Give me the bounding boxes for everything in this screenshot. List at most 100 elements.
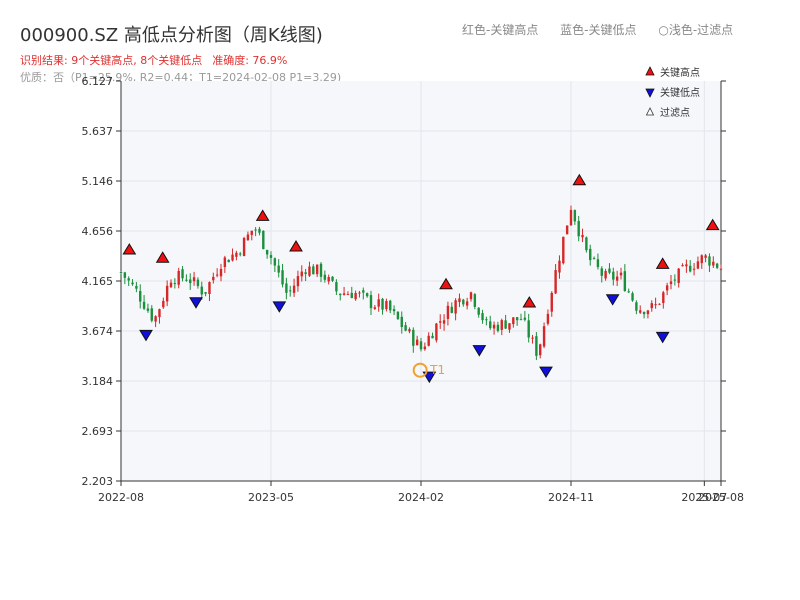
- candle-up: [292, 285, 296, 293]
- candle-down: [142, 301, 146, 309]
- candle-down: [689, 265, 692, 272]
- candle-down: [596, 259, 600, 268]
- candle-down: [400, 316, 403, 328]
- candle-up: [677, 268, 680, 283]
- candle-down: [573, 210, 577, 222]
- candle-down: [412, 329, 415, 346]
- key-high-marker: [705, 218, 720, 231]
- candle-up: [712, 261, 715, 266]
- candle-down: [173, 283, 177, 285]
- candle-up: [665, 285, 669, 291]
- candle-up: [342, 293, 346, 295]
- candle-down: [419, 341, 423, 350]
- candle-up: [558, 260, 561, 273]
- candle-down: [269, 255, 273, 258]
- y-tick-label: 3.674: [82, 325, 114, 338]
- candle-down: [462, 299, 465, 305]
- candle-up: [539, 344, 542, 356]
- candle-down: [527, 320, 530, 338]
- x-tick-label: 2025-08: [698, 491, 744, 504]
- x-tick-label: 2022-08: [98, 491, 144, 504]
- candle-up: [650, 303, 653, 309]
- key-high-marker: [522, 296, 537, 308]
- candle-down: [504, 320, 507, 329]
- candle-down: [304, 272, 307, 275]
- candle-up: [246, 234, 250, 241]
- candle-down: [150, 308, 153, 321]
- top-legend-red: 红色-关键高点: [462, 23, 539, 37]
- candle-down: [258, 228, 261, 233]
- x-tick-label: 2023-05: [248, 491, 294, 504]
- candle-up: [223, 257, 227, 268]
- candle-up: [427, 335, 430, 346]
- candle-up: [696, 261, 700, 269]
- y-tick-label: 2.203: [82, 475, 114, 488]
- candle-down: [135, 285, 138, 289]
- candle-down: [523, 317, 527, 320]
- candle-down: [204, 292, 207, 294]
- candle-down: [127, 278, 130, 281]
- candle-down: [181, 269, 184, 279]
- key-low-marker: [139, 329, 153, 342]
- candle-up: [562, 236, 565, 264]
- candle-up: [423, 346, 427, 350]
- candle-up: [154, 316, 157, 322]
- candle-down: [285, 283, 288, 293]
- candle-down: [708, 256, 711, 266]
- candle-up: [208, 282, 211, 294]
- candle-down: [277, 265, 280, 273]
- candle-down: [623, 271, 627, 292]
- candle-up: [231, 254, 234, 261]
- key-low-marker: [272, 301, 287, 313]
- candle-up: [662, 292, 665, 303]
- candle-up: [550, 292, 553, 312]
- candle-down: [281, 270, 284, 285]
- candle-down: [535, 336, 538, 356]
- candle-down: [131, 282, 134, 285]
- candle-down: [515, 317, 519, 321]
- candle-down: [200, 286, 203, 295]
- candle-up: [669, 281, 673, 285]
- candle-up: [358, 292, 361, 294]
- candle-up: [692, 268, 696, 270]
- candle-down: [389, 300, 392, 311]
- quality-text: 优质：否（P1=25.9%, R2=0.44；T1=2024-02-08 P1=…: [20, 71, 342, 84]
- candle-down: [485, 319, 488, 321]
- candle-down: [585, 237, 588, 251]
- candle-up: [531, 337, 534, 339]
- candle-up: [435, 323, 438, 341]
- candle-up: [685, 264, 688, 267]
- candle-down: [627, 291, 630, 293]
- candle-down: [600, 268, 603, 276]
- candle-down: [239, 253, 242, 255]
- candle-down: [477, 307, 480, 315]
- candle-down: [404, 325, 407, 331]
- candle-up: [458, 298, 461, 303]
- candle-up: [508, 323, 511, 330]
- candle-up: [408, 329, 411, 332]
- candle-up: [719, 268, 723, 270]
- candle-down: [519, 319, 523, 321]
- candle-up: [308, 266, 311, 276]
- candle-up: [242, 237, 246, 257]
- key-low-marker: [472, 345, 487, 357]
- candle-down: [262, 230, 265, 249]
- candle-up: [604, 271, 607, 279]
- candle-up: [439, 321, 442, 323]
- candle-up: [646, 310, 650, 315]
- chart-title: 000900.SZ 高低点分析图（周K线图): [20, 25, 323, 46]
- key-low-marker: [655, 331, 670, 344]
- key-low-marker: [422, 371, 437, 384]
- candle-down: [189, 279, 192, 284]
- candle-up: [658, 303, 661, 305]
- candle-down: [473, 294, 477, 307]
- candle-up: [565, 225, 569, 235]
- key-high-marker: [155, 251, 170, 263]
- legend-low-icon: [645, 88, 655, 98]
- key-high-marker: [255, 209, 270, 221]
- candle-up: [377, 299, 380, 307]
- candle-down: [635, 302, 638, 311]
- candle-down: [577, 221, 580, 237]
- candle-down: [331, 276, 334, 281]
